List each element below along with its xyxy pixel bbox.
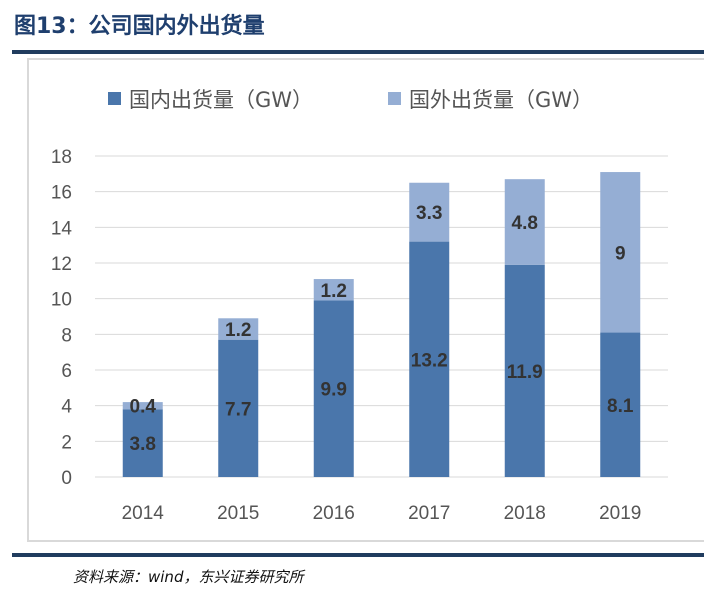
y-tick-label: 18 xyxy=(51,147,72,168)
data-label: 9.9 xyxy=(321,380,347,401)
y-tick-label: 8 xyxy=(61,325,72,346)
bar-overseas xyxy=(122,402,163,410)
bar-overseas xyxy=(313,279,354,301)
chart-frame xyxy=(27,58,704,542)
bar-overseas xyxy=(600,172,641,333)
data-label: 13.2 xyxy=(411,350,448,371)
x-tick-label: 2018 xyxy=(504,503,546,524)
legend-swatch xyxy=(388,92,401,105)
data-label: 9 xyxy=(615,243,626,264)
data-label: 0.4 xyxy=(130,397,157,418)
x-tick-label: 2017 xyxy=(408,503,450,524)
data-label: 1.2 xyxy=(225,320,251,341)
y-tick-label: 6 xyxy=(61,361,72,382)
data-label: 7.7 xyxy=(225,399,251,420)
x-tick-label: 2016 xyxy=(313,503,355,524)
bar-domestic xyxy=(313,300,354,477)
data-label: 4.8 xyxy=(512,213,538,234)
y-tick-label: 0 xyxy=(61,468,72,489)
bar-domestic xyxy=(218,339,259,477)
y-tick-label: 2 xyxy=(61,432,72,453)
x-tick-label: 2019 xyxy=(599,503,641,524)
bar-domestic xyxy=(504,264,545,477)
data-label: 11.9 xyxy=(507,362,543,383)
y-tick-label: 4 xyxy=(61,397,72,418)
legend-label: 国内出货量（GW） xyxy=(129,88,313,112)
data-label: 3.3 xyxy=(416,203,442,224)
data-label: 8.1 xyxy=(607,396,634,417)
y-tick-label: 10 xyxy=(51,290,72,311)
data-label: 3.8 xyxy=(130,434,156,455)
bar-domestic xyxy=(409,241,450,477)
bar-overseas xyxy=(218,318,259,340)
data-label: 1.2 xyxy=(321,281,347,302)
y-tick-label: 14 xyxy=(51,218,73,239)
y-tick-label: 12 xyxy=(51,254,72,275)
bar-domestic xyxy=(122,409,163,477)
bar-domestic xyxy=(600,332,641,477)
legend-label: 国外出货量（GW） xyxy=(409,88,593,112)
y-tick-label: 16 xyxy=(51,183,72,204)
footer-rule xyxy=(12,553,704,557)
figure-title: 图13：公司国内外出货量 xyxy=(14,14,265,39)
bar-overseas xyxy=(504,179,545,265)
source-note: 资料来源：wind，东兴证券研究所 xyxy=(73,568,304,586)
legend-swatch xyxy=(108,92,121,105)
x-tick-label: 2015 xyxy=(217,503,259,524)
bar-overseas xyxy=(409,182,450,242)
title-rule xyxy=(12,50,704,54)
x-tick-label: 2014 xyxy=(122,503,165,524)
